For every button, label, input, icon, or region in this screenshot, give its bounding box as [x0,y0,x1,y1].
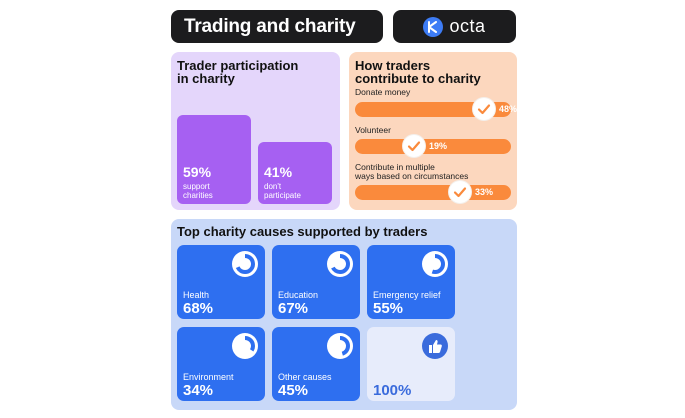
page-title: Trading and charity [171,10,383,43]
cause-label: Other causes [278,372,332,382]
cause-tile-total: 100% [367,327,455,401]
donut-segment [425,254,445,274]
bar-value: 41% [264,164,293,180]
cause-value: 67% [278,300,309,317]
donut-segment [235,254,255,274]
donut-segment [235,336,255,356]
cause-tile-environment: Environment 34% [177,327,265,401]
bar-label-line2: charities [183,191,213,200]
logo-text: octa [449,16,486,36]
contribution-value: 48% [499,104,518,114]
cause-value: 68% [183,300,214,317]
cause-tile-education: Education 67% [272,245,360,319]
participation-title-line1: Trader participation [177,58,299,73]
participation-bar-support: 59% support charities [177,115,251,204]
donut-segment [330,254,350,274]
contribution-label-volunteer: Volunteer [355,125,391,135]
octa-logo: octa [393,10,516,43]
cause-total-value: 100% [373,382,412,399]
contribution-label-donate: Donate money [355,87,411,97]
donut-chart-icon [327,333,353,359]
causes-title: Top charity causes supported by traders [177,224,428,239]
bar-label-line2: participate [264,191,301,200]
donut-chart-icon [422,251,448,277]
participation-title-line2: in charity [177,71,235,86]
check-icon [449,181,471,203]
cause-label: Education [278,290,319,300]
contribution-label-multiple-line1: Contribute in multiple [355,162,435,172]
cause-tile-emergency-relief: Emergency relief 55% [367,245,455,319]
contribution-label-multiple-line2: ways based on circumstances [355,171,469,181]
contribution-panel [349,52,517,210]
cause-label: Environment [183,372,234,382]
cause-tile-other-causes: Other causes 45% [272,327,360,401]
contribution-bar-donate: 48% [355,98,517,120]
donut-chart-icon [232,333,258,359]
bar-label-line1: support [183,182,210,191]
octa-logo-icon [423,16,444,37]
cause-label: Health [183,290,210,300]
bar-label-line1: don't [264,182,282,191]
donut-chart-icon [232,251,258,277]
cause-value: 55% [373,300,404,317]
donut-chart-icon [327,251,353,277]
contribution-bar-volunteer: 19% [355,135,511,157]
bar-value: 59% [183,164,212,180]
contribution-title-line2: contribute to charity [355,71,481,86]
cause-value: 34% [183,382,214,399]
donut-segment [330,336,350,356]
contribution-value: 19% [429,141,448,151]
participation-bar-dont: 41% don't participate [258,142,332,204]
check-icon [473,98,495,120]
cause-value: 45% [278,382,309,399]
check-icon [403,135,425,157]
contribution-title-line1: How traders [355,58,431,73]
contribution-value: 33% [475,187,494,197]
thumbs-up-icon [421,332,449,360]
contribution-bar-multiple: 33% [355,181,511,203]
cause-label: Emergency relief [373,290,441,300]
cause-tile-health: Health 68% [177,245,265,319]
